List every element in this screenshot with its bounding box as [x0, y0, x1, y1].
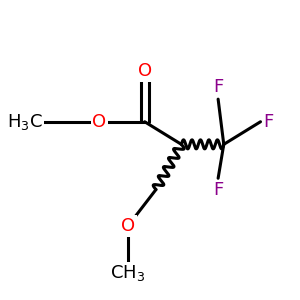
Text: O: O — [121, 217, 135, 235]
Text: O: O — [92, 113, 106, 131]
Text: H$_3$C: H$_3$C — [7, 112, 43, 132]
Text: CH$_3$: CH$_3$ — [110, 263, 145, 283]
Text: F: F — [213, 181, 223, 199]
Text: O: O — [138, 62, 152, 80]
Text: F: F — [213, 78, 223, 96]
Text: F: F — [263, 113, 274, 131]
